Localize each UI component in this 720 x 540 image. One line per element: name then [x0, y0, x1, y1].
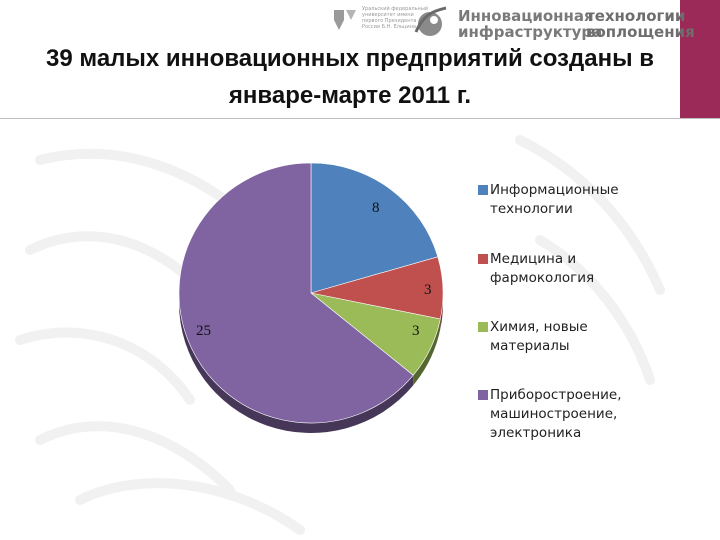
header-logo: Уральский федеральный университет имени … [330, 0, 695, 44]
brand-line-1: Инновационная [458, 7, 594, 25]
legend-label-medicine: Медицина и фармокология [490, 251, 595, 286]
data-label-chemistry: 3 [412, 323, 420, 339]
pie-side-medicine [440, 293, 443, 330]
legend-label-it: Информационные технологии [490, 182, 619, 217]
legend-label-instruments: Приборостроение, машиностроение, электро… [490, 387, 622, 441]
brand-right-1: технологии [586, 7, 686, 25]
data-label-medicine: 3 [424, 282, 432, 298]
data-label-instruments: 25 [196, 323, 211, 339]
legend-swatch-medicine [478, 254, 488, 264]
university-name: Уральский федеральный университет имени … [362, 6, 429, 30]
legend-label-chemistry: Химия, новые материалы [490, 319, 588, 354]
header-divider [0, 118, 720, 119]
page-title: 39 малых инновационных предприятий созда… [46, 45, 654, 109]
university-logo-icon [334, 10, 356, 30]
pie-slice-instruments [178, 162, 414, 424]
brand-emblem-icon [414, 6, 447, 36]
header-accent-bar [680, 0, 720, 118]
legend-swatch-it [478, 185, 488, 195]
legend-swatch-instruments [478, 390, 488, 400]
pie-slice-it [310, 162, 439, 294]
pie-side-chemistry [413, 319, 441, 386]
brand-line-2: инфраструктура [458, 23, 603, 41]
legend-swatch-chemistry [478, 322, 488, 332]
data-label-it: 8 [372, 200, 380, 216]
brand-right-2: воплощения [586, 23, 695, 41]
